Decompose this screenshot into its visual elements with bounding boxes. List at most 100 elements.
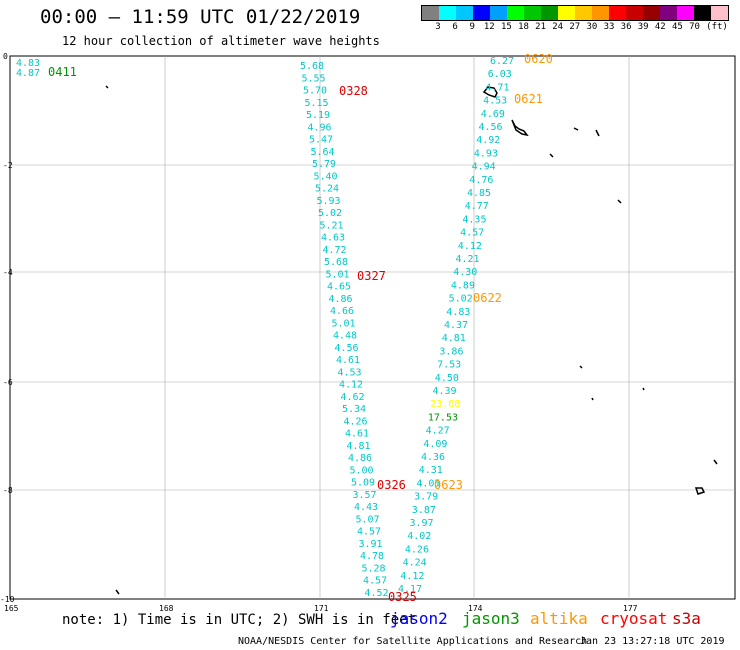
wave-track-a: 5.685.555.705.155.194.965.475.645.795.40…	[300, 61, 389, 599]
track-label-0327: 0327	[357, 269, 386, 283]
generated-timestamp: Jan 23 13:27:18 UTC 2019	[580, 636, 725, 647]
lat-label: -8	[3, 486, 13, 495]
wave-value: 5.64	[311, 147, 335, 158]
wave-value: 4.12	[458, 241, 482, 252]
track-label-0326: 0326	[377, 478, 406, 492]
legend-swatch	[711, 6, 728, 20]
island-shape	[591, 397, 594, 401]
wave-value: 4.83	[446, 307, 470, 318]
wave-value: 4.31	[419, 465, 443, 476]
island-shape	[549, 153, 554, 158]
wave-value: 4.37	[444, 320, 468, 331]
map-axis-labels: 165 168 171 174 177 0 -2 -4 -6 -8 -10	[0, 52, 638, 613]
page-title: 00:00 — 11:59 UTC 01/22/2019	[40, 6, 361, 28]
wave-value: 4.71	[485, 82, 509, 93]
wave-value: 4.77	[465, 201, 489, 212]
wave-value: 17.53	[428, 412, 458, 423]
legend-swatch	[626, 6, 643, 20]
legend-swatch	[575, 6, 592, 20]
legend-swatch	[524, 6, 541, 20]
wave-value: 4.53	[338, 367, 362, 378]
footer-note: note: 1) Time is in UTC; 2) SWH is in fe…	[62, 612, 417, 628]
wave-corner-values: 4.834.87	[16, 58, 40, 79]
wave-value: 4.27	[426, 426, 450, 437]
island-shape	[115, 589, 120, 595]
wave-value: 4.66	[330, 306, 354, 317]
wave-value: 5.15	[305, 98, 329, 109]
wave-value: 4.81	[442, 333, 466, 344]
wave-value: 4.52	[365, 588, 389, 599]
track-label-0411: 0411	[48, 65, 77, 79]
legend-swatch	[609, 6, 626, 20]
legend-label: 70	[689, 22, 700, 32]
wave-value: 4.86	[329, 294, 353, 305]
wave-value: 4.50	[435, 373, 459, 384]
wave-value: 4.24	[403, 558, 427, 569]
legend-label: 3	[435, 22, 441, 32]
wave-value: 4.81	[347, 441, 371, 452]
wave-value: 4.35	[462, 214, 486, 225]
wave-value: 4.09	[423, 439, 447, 450]
wave-value: 4.63	[321, 233, 345, 244]
satellite-name: cryosat	[600, 609, 668, 628]
island-shape	[579, 365, 583, 369]
wave-value: 5.07	[356, 514, 380, 525]
satellite-name: jason2	[390, 609, 448, 628]
wave-value: 4.61	[336, 355, 360, 366]
wave-value: 3.91	[359, 539, 383, 550]
wave-value: 4.61	[345, 429, 369, 440]
legend-label: 18	[518, 22, 529, 32]
track-label-0325: 0325	[388, 590, 417, 604]
lat-label: -4	[3, 268, 13, 277]
lat-label: -6	[3, 378, 13, 387]
lat-label: -2	[3, 161, 13, 170]
color-legend-bar	[421, 5, 729, 21]
wave-value: 4.69	[481, 109, 505, 120]
legend-label: 12	[483, 22, 495, 32]
lon-label: 171	[314, 604, 329, 613]
wave-value: 4.94	[472, 162, 496, 173]
legend-label: 36	[620, 22, 632, 32]
legend-swatch	[456, 6, 473, 20]
wave-value: 5.02	[449, 294, 473, 305]
wave-value: 5.01	[326, 269, 350, 280]
island-shape	[482, 86, 498, 98]
wave-value: 4.89	[451, 280, 475, 291]
wave-value: 4.83	[16, 58, 40, 69]
wave-value: 4.96	[308, 122, 332, 133]
wave-value: 4.12	[400, 571, 424, 582]
wave-value: 3.57	[353, 490, 377, 501]
wave-value: 3.87	[412, 505, 436, 516]
legend-swatch	[677, 6, 694, 20]
wave-value: 4.53	[483, 96, 507, 107]
wave-value: 23.68	[430, 399, 460, 410]
legend-label: 30	[586, 22, 598, 32]
wave-value: 5.00	[350, 465, 374, 476]
island-shape	[694, 487, 706, 495]
legend-label: 15	[500, 22, 512, 32]
wave-value: 4.93	[474, 148, 498, 159]
wave-value: 4.57	[357, 527, 381, 538]
wave-value: 5.70	[303, 86, 327, 97]
lon-label: 168	[159, 604, 174, 613]
wave-value: 5.68	[300, 61, 324, 72]
island-shape	[573, 127, 579, 131]
wave-value: 4.17	[398, 584, 422, 595]
island-shape	[511, 119, 529, 137]
legend-label: 27	[569, 22, 581, 32]
wave-value: 4.57	[460, 228, 484, 239]
wave-value: 4.87	[16, 68, 40, 79]
legend-label: 21	[535, 22, 547, 32]
wave-value: 4.43	[354, 502, 378, 513]
wave-value: 4.05	[416, 478, 440, 489]
wave-value: 5.24	[315, 184, 339, 195]
wave-value: 7.53	[437, 360, 461, 371]
wave-value: 4.36	[421, 452, 445, 463]
wave-value: 3.79	[414, 492, 438, 503]
island-shape	[617, 199, 622, 204]
wave-value: 4.85	[467, 188, 491, 199]
lon-label: 177	[623, 604, 638, 613]
legend-swatch	[660, 6, 677, 20]
wave-value: 5.09	[351, 478, 375, 489]
